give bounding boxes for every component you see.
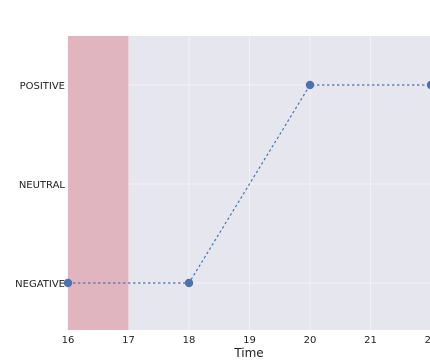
x-tick-labels: 16 17 18 19 20 21 22	[62, 335, 430, 346]
highlight-band	[68, 36, 129, 330]
data-point	[305, 80, 315, 90]
x-tick-label: 18	[183, 335, 196, 346]
series-layer	[63, 80, 430, 288]
x-tick-label: 20	[304, 335, 317, 346]
y-tick-label: NEUTRAL	[19, 180, 66, 191]
x-tick-label: 17	[122, 335, 135, 346]
y-tick-label: NEGATIVE	[15, 279, 65, 290]
x-axis-title: Time	[233, 346, 263, 360]
series-line	[68, 84, 430, 284]
y-tick-label: POSITIVE	[20, 81, 65, 92]
y-tick-labels: NEGATIVE NEUTRAL POSITIVE	[15, 81, 65, 290]
data-point	[426, 80, 430, 90]
x-tick-label: 19	[243, 335, 256, 346]
data-point	[184, 278, 194, 288]
x-tick-label: 21	[364, 335, 377, 346]
data-point	[63, 278, 73, 288]
x-tick-label: 22	[425, 335, 430, 346]
x-tick-label: 16	[62, 335, 75, 346]
